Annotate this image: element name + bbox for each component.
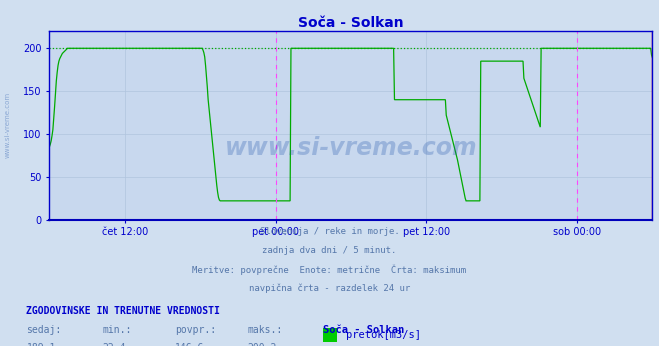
Text: ZGODOVINSKE IN TRENUTNE VREDNOSTI: ZGODOVINSKE IN TRENUTNE VREDNOSTI	[26, 306, 220, 316]
Text: pretok[m3/s]: pretok[m3/s]	[346, 330, 421, 340]
Text: 189,1: 189,1	[26, 343, 56, 346]
Text: zadnja dva dni / 5 minut.: zadnja dva dni / 5 minut.	[262, 246, 397, 255]
Text: 22,4: 22,4	[102, 343, 126, 346]
Text: navpična črta - razdelek 24 ur: navpična črta - razdelek 24 ur	[249, 284, 410, 293]
Text: Slovenija / reke in morje.: Slovenija / reke in morje.	[260, 227, 399, 236]
Text: povpr.:: povpr.:	[175, 325, 215, 335]
Text: min.:: min.:	[102, 325, 132, 335]
Text: Meritve: povprečne  Enote: metrične  Črta: maksimum: Meritve: povprečne Enote: metrične Črta:…	[192, 265, 467, 275]
Text: 200,2: 200,2	[247, 343, 277, 346]
Text: Soča - Solkan: Soča - Solkan	[323, 325, 404, 335]
Text: sedaj:: sedaj:	[26, 325, 61, 335]
Title: Soča - Solkan: Soča - Solkan	[298, 16, 404, 30]
Text: 146,6: 146,6	[175, 343, 204, 346]
Text: www.si-vreme.com: www.si-vreme.com	[225, 136, 477, 160]
Text: maks.:: maks.:	[247, 325, 282, 335]
Text: www.si-vreme.com: www.si-vreme.com	[5, 92, 11, 158]
